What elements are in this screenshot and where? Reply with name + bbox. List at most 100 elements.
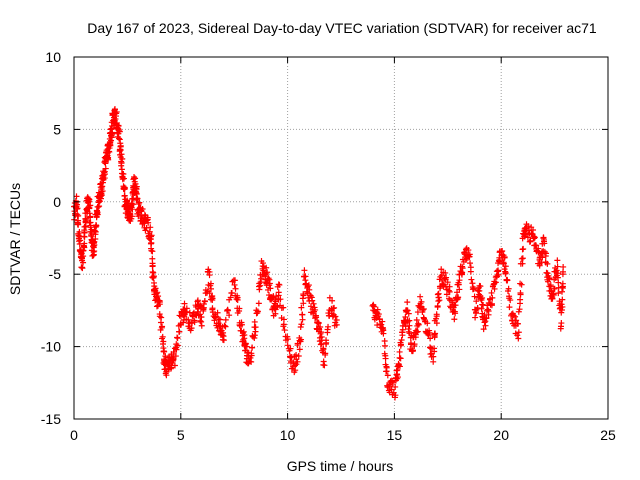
data-point: [129, 213, 136, 220]
x-tick-label: 15: [387, 427, 403, 443]
x-axis-label: GPS time / hours: [287, 458, 394, 474]
data-point: [465, 247, 472, 254]
data-point: [527, 238, 534, 245]
data-point: [136, 199, 143, 206]
data-point: [206, 272, 213, 279]
data-point: [394, 374, 401, 381]
data-point: [443, 274, 450, 281]
data-point: [73, 193, 80, 200]
data-point: [477, 295, 484, 302]
data-point: [238, 321, 245, 328]
data-point: [398, 337, 405, 344]
data-point: [248, 358, 255, 365]
data-point: [383, 368, 390, 375]
data-point: [222, 323, 229, 330]
data-point: [461, 249, 468, 256]
data-point: [276, 281, 283, 288]
data-point: [92, 231, 99, 238]
data-point: [317, 324, 324, 331]
data-point: [313, 314, 320, 321]
data-point: [197, 317, 204, 324]
grid: [74, 57, 608, 419]
y-axis-label: SDTVAR / TECUs: [7, 183, 23, 295]
data-point: [406, 322, 413, 329]
data-point: [296, 346, 303, 353]
data-point: [455, 281, 462, 288]
data-point: [158, 335, 165, 342]
data-point: [147, 224, 154, 231]
data-point: [480, 326, 487, 333]
data-point: [436, 297, 443, 304]
data-point: [459, 263, 466, 270]
data-point: [370, 302, 377, 309]
data-point: [380, 330, 387, 337]
data-point: [555, 290, 562, 297]
data-point: [198, 313, 205, 320]
data-point: [242, 340, 249, 347]
data-point: [148, 239, 155, 246]
data-point: [157, 319, 164, 326]
data-point: [374, 306, 381, 313]
data-point: [252, 324, 259, 331]
data-point: [442, 269, 449, 276]
data-point: [531, 235, 538, 242]
data-point: [214, 309, 221, 316]
data-point: [536, 262, 543, 269]
data-point: [129, 201, 136, 208]
data-point: [120, 175, 127, 182]
data-point: [86, 196, 93, 203]
data-point: [207, 280, 214, 287]
data-point: [120, 171, 127, 178]
data-point: [217, 316, 224, 323]
data-point: [378, 321, 385, 328]
data-point: [407, 340, 414, 347]
data-point: [473, 298, 480, 305]
y-tick-label: 10: [45, 49, 61, 65]
data-point: [518, 281, 525, 288]
data-point: [485, 311, 492, 318]
data-point: [320, 358, 327, 365]
data-point: [483, 315, 490, 322]
data-point: [74, 205, 81, 212]
data-point: [232, 285, 239, 292]
data-point: [481, 319, 488, 326]
y-tick-label: -10: [41, 339, 61, 355]
data-point: [105, 154, 112, 161]
data-point: [135, 213, 142, 220]
x-tick-label: 25: [600, 427, 616, 443]
data-point: [87, 202, 94, 209]
data-point: [434, 302, 441, 309]
data-point: [259, 260, 266, 267]
data-point: [221, 322, 228, 329]
data-point: [241, 335, 248, 342]
data-point: [297, 338, 304, 345]
data-point: [226, 312, 233, 319]
data-point: [76, 238, 83, 245]
data-point: [80, 259, 87, 266]
data-point: [119, 176, 126, 183]
data-point: [325, 323, 332, 330]
data-point: [160, 348, 167, 355]
data-point: [121, 184, 128, 191]
data-point: [332, 313, 339, 320]
data-point: [300, 291, 307, 298]
data-point: [331, 304, 338, 311]
data-point: [499, 247, 506, 254]
data-point: [414, 328, 421, 335]
data-point: [132, 175, 139, 182]
data-point: [541, 240, 548, 247]
data-point: [406, 317, 413, 324]
data-point: [507, 297, 514, 304]
data-point: [170, 356, 177, 363]
data-point: [275, 292, 282, 299]
data-point: [424, 320, 431, 327]
data-point: [431, 348, 438, 355]
data-point: [558, 301, 565, 308]
data-point: [375, 311, 382, 318]
data-point: [455, 294, 462, 301]
data-point: [298, 304, 305, 311]
data-point: [309, 297, 316, 304]
y-tick-label: -15: [41, 411, 61, 427]
data-point: [444, 279, 451, 286]
data-point: [139, 206, 146, 213]
